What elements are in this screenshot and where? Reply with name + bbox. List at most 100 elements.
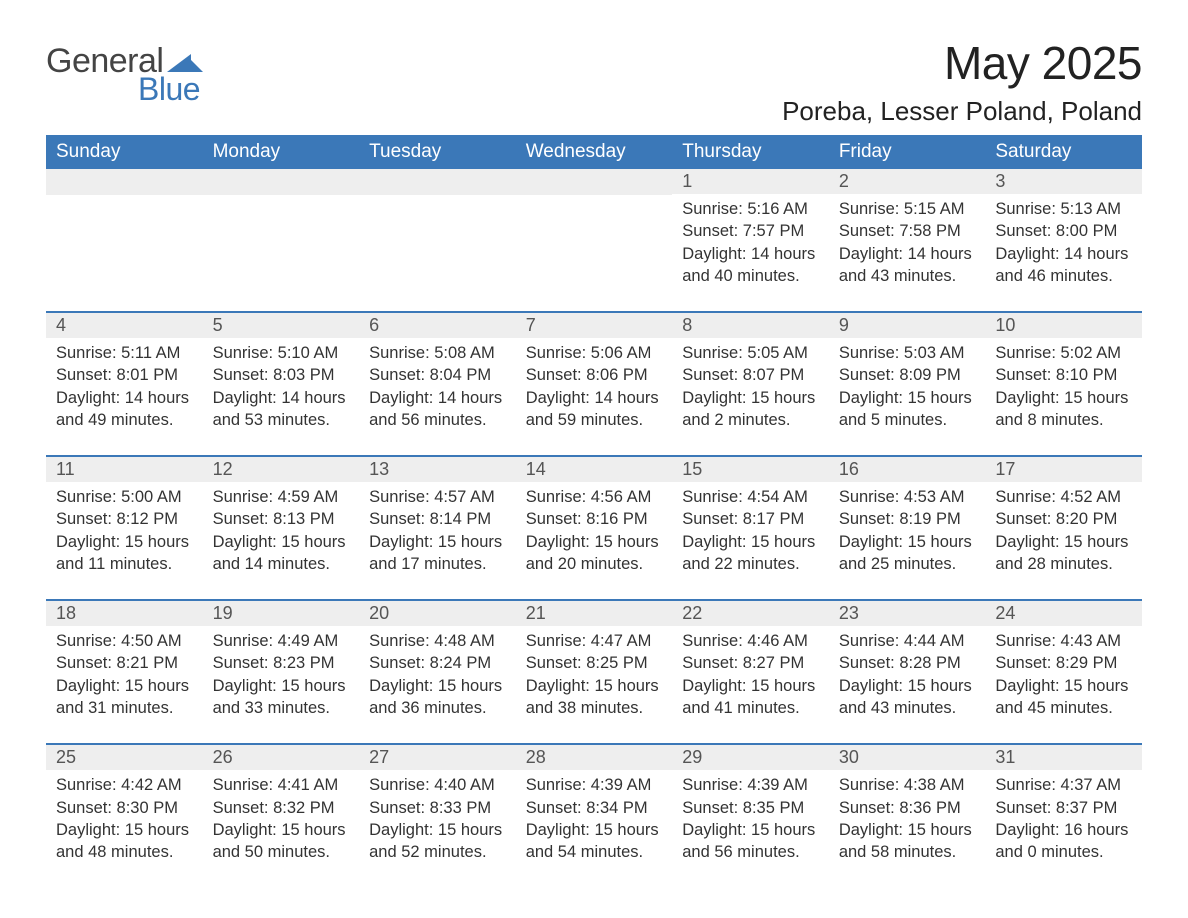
day-number: 13: [359, 457, 516, 482]
day-cell: 12Sunrise: 4:59 AMSunset: 8:13 PMDayligh…: [203, 456, 360, 600]
day-number: 3: [985, 169, 1142, 194]
day-number: 10: [985, 313, 1142, 338]
sunrise-line: Sunrise: 4:37 AM: [995, 774, 1132, 796]
sunrise-line: Sunrise: 4:49 AM: [213, 630, 350, 652]
day-number: 8: [672, 313, 829, 338]
weekday-header-row: Sunday Monday Tuesday Wednesday Thursday…: [46, 135, 1142, 169]
sunrise-line: Sunrise: 4:53 AM: [839, 486, 976, 508]
sunset-line: Sunset: 8:32 PM: [213, 797, 350, 819]
daylight-line: Daylight: 14 hours and 59 minutes.: [526, 387, 663, 432]
daylight-line: Daylight: 14 hours and 53 minutes.: [213, 387, 350, 432]
day-cell: 8Sunrise: 5:05 AMSunset: 8:07 PMDaylight…: [672, 312, 829, 456]
sunset-line: Sunset: 8:28 PM: [839, 652, 976, 674]
empty-day: [46, 169, 203, 195]
daylight-line: Daylight: 14 hours and 40 minutes.: [682, 243, 819, 288]
logo: General Blue: [46, 42, 203, 108]
day-number: 12: [203, 457, 360, 482]
sunset-line: Sunset: 8:10 PM: [995, 364, 1132, 386]
sunrise-line: Sunrise: 4:56 AM: [526, 486, 663, 508]
week-row: 18Sunrise: 4:50 AMSunset: 8:21 PMDayligh…: [46, 600, 1142, 744]
sunset-line: Sunset: 8:30 PM: [56, 797, 193, 819]
sunrise-line: Sunrise: 4:40 AM: [369, 774, 506, 796]
sunrise-line: Sunrise: 5:00 AM: [56, 486, 193, 508]
daylight-line: Daylight: 14 hours and 49 minutes.: [56, 387, 193, 432]
daylight-line: Daylight: 15 hours and 33 minutes.: [213, 675, 350, 720]
logo-text-blue: Blue: [138, 71, 200, 108]
sunset-line: Sunset: 8:13 PM: [213, 508, 350, 530]
day-number: 28: [516, 745, 673, 770]
daylight-line: Daylight: 15 hours and 14 minutes.: [213, 531, 350, 576]
day-details: Sunrise: 4:39 AMSunset: 8:35 PMDaylight:…: [672, 770, 829, 887]
arrow-icon: [167, 50, 203, 72]
sunrise-line: Sunrise: 5:08 AM: [369, 342, 506, 364]
sunrise-line: Sunrise: 4:44 AM: [839, 630, 976, 652]
weekday-header: Monday: [203, 135, 360, 169]
sunset-line: Sunset: 8:14 PM: [369, 508, 506, 530]
day-cell: 11Sunrise: 5:00 AMSunset: 8:12 PMDayligh…: [46, 456, 203, 600]
sunrise-line: Sunrise: 4:41 AM: [213, 774, 350, 796]
daylight-line: Daylight: 15 hours and 2 minutes.: [682, 387, 819, 432]
daylight-line: Daylight: 15 hours and 25 minutes.: [839, 531, 976, 576]
daylight-line: Daylight: 15 hours and 50 minutes.: [213, 819, 350, 864]
daylight-line: Daylight: 15 hours and 38 minutes.: [526, 675, 663, 720]
week-row: 4Sunrise: 5:11 AMSunset: 8:01 PMDaylight…: [46, 312, 1142, 456]
sunrise-line: Sunrise: 4:54 AM: [682, 486, 819, 508]
sunrise-line: Sunrise: 5:15 AM: [839, 198, 976, 220]
sunset-line: Sunset: 7:58 PM: [839, 220, 976, 242]
day-number: 27: [359, 745, 516, 770]
day-details: Sunrise: 4:39 AMSunset: 8:34 PMDaylight:…: [516, 770, 673, 887]
weekday-header: Sunday: [46, 135, 203, 169]
sunset-line: Sunset: 8:23 PM: [213, 652, 350, 674]
sunrise-line: Sunrise: 5:10 AM: [213, 342, 350, 364]
daylight-line: Daylight: 15 hours and 28 minutes.: [995, 531, 1132, 576]
day-details: Sunrise: 4:52 AMSunset: 8:20 PMDaylight:…: [985, 482, 1142, 599]
sunset-line: Sunset: 8:24 PM: [369, 652, 506, 674]
day-number: 9: [829, 313, 986, 338]
day-cell: 21Sunrise: 4:47 AMSunset: 8:25 PMDayligh…: [516, 600, 673, 744]
sunset-line: Sunset: 8:03 PM: [213, 364, 350, 386]
day-cell: 26 Sunrise: 4:41 AMSunset: 8:32 PMDayligh…: [203, 744, 360, 887]
sunrise-line: Sunrise: 5:05 AM: [682, 342, 819, 364]
sunset-line: Sunset: 8:17 PM: [682, 508, 819, 530]
day-number: 14: [516, 457, 673, 482]
day-cell: 5Sunrise: 5:10 AMSunset: 8:03 PMDaylight…: [203, 312, 360, 456]
day-details: Sunrise: 5:00 AMSunset: 8:12 PMDaylight:…: [46, 482, 203, 599]
day-details: Sunrise: 4:48 AMSunset: 8:24 PMDaylight:…: [359, 626, 516, 743]
daylight-line: Daylight: 15 hours and 52 minutes.: [369, 819, 506, 864]
weekday-header: Tuesday: [359, 135, 516, 169]
day-number: 18: [46, 601, 203, 626]
sunrise-line: Sunrise: 4:38 AM: [839, 774, 976, 796]
day-details: Sunrise: 5:03 AMSunset: 8:09 PMDaylight:…: [829, 338, 986, 455]
day-details: Sunrise: 4:54 AMSunset: 8:17 PMDaylight:…: [672, 482, 829, 599]
sunset-line: Sunset: 8:00 PM: [995, 220, 1132, 242]
day-cell: 15Sunrise: 4:54 AMSunset: 8:17 PMDayligh…: [672, 456, 829, 600]
daylight-line: Daylight: 15 hours and 31 minutes.: [56, 675, 193, 720]
day-number: 26: [203, 745, 360, 770]
day-cell: 3Sunrise: 5:13 AMSunset: 8:00 PMDaylight…: [985, 169, 1142, 312]
day-number: 15: [672, 457, 829, 482]
day-number: 31: [985, 745, 1142, 770]
day-number: 2: [829, 169, 986, 194]
day-cell: 27Sunrise: 4:40 AMSunset: 8:33 PMDayligh…: [359, 744, 516, 887]
sunrise-line: Sunrise: 4:39 AM: [526, 774, 663, 796]
day-details: Sunrise: 4:56 AMSunset: 8:16 PMDaylight:…: [516, 482, 673, 599]
weekday-header: Wednesday: [516, 135, 673, 169]
sunset-line: Sunset: 8:34 PM: [526, 797, 663, 819]
sunset-line: Sunset: 8:27 PM: [682, 652, 819, 674]
sunset-line: Sunset: 8:20 PM: [995, 508, 1132, 530]
day-number: 25: [46, 745, 203, 770]
daylight-line: Daylight: 15 hours and 8 minutes.: [995, 387, 1132, 432]
day-number: 17: [985, 457, 1142, 482]
sunset-line: Sunset: 8:09 PM: [839, 364, 976, 386]
day-cell: 19Sunrise: 4:49 AMSunset: 8:23 PMDayligh…: [203, 600, 360, 744]
day-cell: 16Sunrise: 4:53 AMSunset: 8:19 PMDayligh…: [829, 456, 986, 600]
day-cell: 14Sunrise: 4:56 AMSunset: 8:16 PMDayligh…: [516, 456, 673, 600]
day-cell: 30Sunrise: 4:38 AMSunset: 8:36 PMDayligh…: [829, 744, 986, 887]
day-cell: 13Sunrise: 4:57 AMSunset: 8:14 PMDayligh…: [359, 456, 516, 600]
day-details: Sunrise: 4:43 AMSunset: 8:29 PMDaylight:…: [985, 626, 1142, 743]
day-cell: 31Sunrise: 4:37 AMSunset: 8:37 PMDayligh…: [985, 744, 1142, 887]
sunrise-line: Sunrise: 4:47 AM: [526, 630, 663, 652]
calendar-page: General Blue May 2025 Poreba, Lesser Pol…: [0, 0, 1188, 917]
day-cell: 2Sunrise: 5:15 AMSunset: 7:58 PMDaylight…: [829, 169, 986, 312]
day-number: 22: [672, 601, 829, 626]
